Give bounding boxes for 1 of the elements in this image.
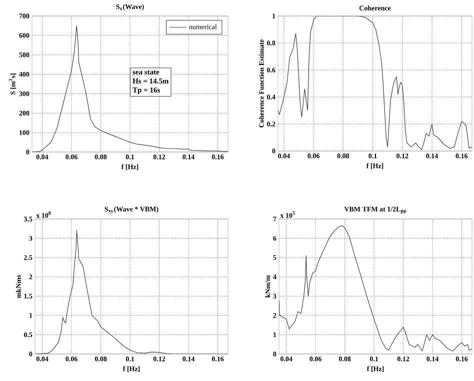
line-series xyxy=(279,225,472,352)
